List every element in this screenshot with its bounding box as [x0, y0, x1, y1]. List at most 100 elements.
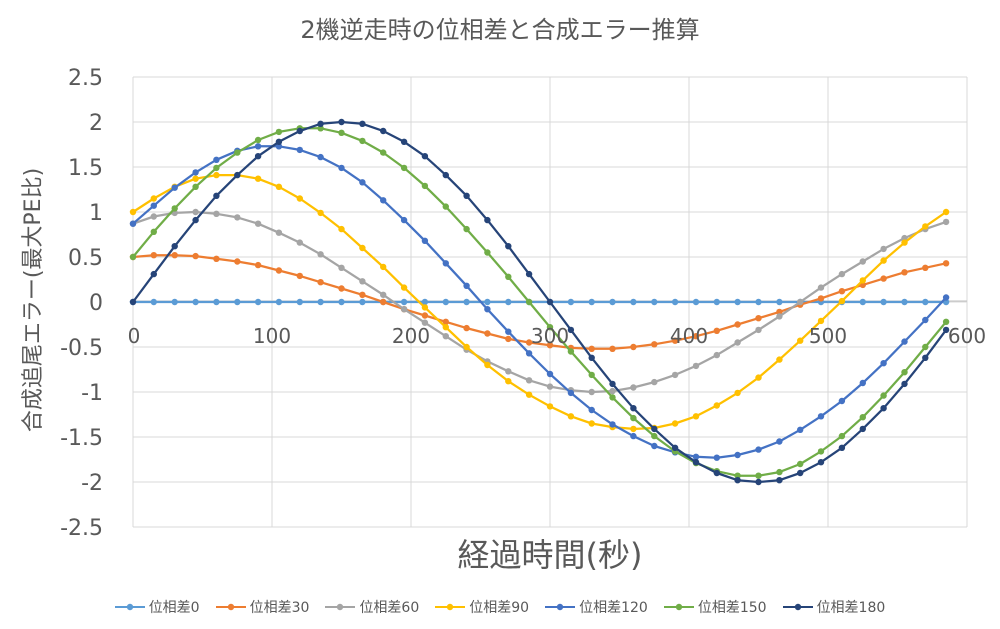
data-point — [484, 216, 491, 224]
data-point — [859, 277, 866, 284]
data-point — [442, 171, 449, 179]
y-tick-label: 0.5 — [68, 246, 103, 271]
data-point — [546, 383, 554, 390]
data-point — [359, 120, 366, 128]
series-4 — [129, 143, 950, 461]
legend-item: 位相差90 — [435, 597, 529, 617]
data-point — [171, 205, 178, 212]
data-point — [234, 171, 241, 179]
data-point — [192, 252, 199, 260]
data-point — [254, 175, 262, 182]
data-point — [922, 223, 929, 230]
data-point — [213, 210, 220, 217]
data-point — [254, 298, 262, 306]
data-point — [880, 245, 887, 253]
data-point — [713, 402, 720, 409]
legend-item: 位相差30 — [215, 597, 310, 617]
x-tick-label: 100 — [253, 324, 291, 348]
data-point — [630, 384, 637, 391]
data-point — [609, 394, 616, 401]
data-point — [922, 343, 929, 351]
data-point — [817, 459, 825, 466]
data-point — [192, 169, 199, 176]
y-tick-label: -1 — [81, 381, 103, 406]
data-point — [442, 318, 449, 325]
data-point — [129, 253, 137, 261]
data-point — [442, 298, 449, 306]
data-point — [359, 179, 366, 186]
data-point — [254, 261, 262, 269]
data-point — [275, 183, 283, 190]
data-point — [192, 175, 199, 182]
legend-swatch — [435, 603, 466, 611]
legend-swatch — [545, 603, 576, 611]
data-point — [776, 356, 783, 363]
data-point — [546, 324, 554, 331]
legend-swatch — [325, 603, 356, 611]
data-point — [317, 209, 324, 217]
data-point — [359, 278, 366, 285]
data-point — [171, 243, 178, 250]
data-point — [150, 298, 157, 306]
data-point — [588, 371, 595, 379]
data-point — [838, 297, 846, 305]
data-point — [463, 324, 470, 332]
data-point — [484, 298, 491, 306]
data-point — [776, 438, 783, 445]
data-point — [755, 374, 762, 381]
data-point — [421, 237, 429, 244]
data-point — [171, 298, 178, 306]
data-point — [713, 351, 720, 359]
data-point — [859, 258, 866, 265]
data-point — [755, 326, 762, 334]
series-1 — [129, 252, 950, 352]
data-point — [734, 472, 741, 479]
data-point — [525, 270, 533, 278]
legend-swatch — [663, 603, 694, 611]
data-point — [734, 321, 741, 328]
data-point — [671, 298, 679, 306]
data-point — [296, 195, 303, 202]
data-point — [505, 335, 512, 343]
data-point — [671, 444, 679, 451]
data-point — [254, 143, 262, 150]
data-point — [463, 343, 470, 351]
data-point — [380, 263, 387, 271]
data-point — [797, 426, 804, 433]
data-point — [546, 403, 554, 410]
data-point — [192, 208, 199, 216]
data-point — [317, 153, 324, 161]
data-point — [609, 387, 616, 395]
legend-label: 位相差30 — [249, 600, 310, 616]
data-point — [859, 379, 866, 387]
data-point — [484, 330, 491, 337]
data-point — [234, 258, 241, 265]
data-point — [588, 388, 595, 396]
data-point — [275, 298, 283, 306]
series-line — [132, 210, 947, 394]
data-point — [942, 260, 950, 267]
data-point — [797, 469, 804, 477]
data-point — [838, 432, 846, 440]
legend-label: 位相差60 — [359, 600, 420, 616]
data-point — [922, 264, 929, 271]
data-point — [880, 392, 887, 399]
data-point — [901, 269, 908, 276]
data-point — [942, 218, 950, 226]
data-point — [380, 197, 387, 204]
data-point — [400, 216, 408, 224]
data-point — [776, 477, 783, 484]
data-point — [942, 208, 950, 216]
data-point — [567, 389, 575, 397]
data-point — [817, 284, 825, 291]
data-point — [505, 243, 512, 250]
data-point — [797, 460, 804, 468]
data-point — [505, 328, 512, 335]
data-point — [505, 368, 512, 375]
legend-label: 位相差90 — [469, 600, 530, 616]
data-point — [338, 129, 345, 136]
data-point — [692, 362, 700, 370]
data-point — [442, 203, 449, 210]
data-point — [567, 298, 575, 306]
